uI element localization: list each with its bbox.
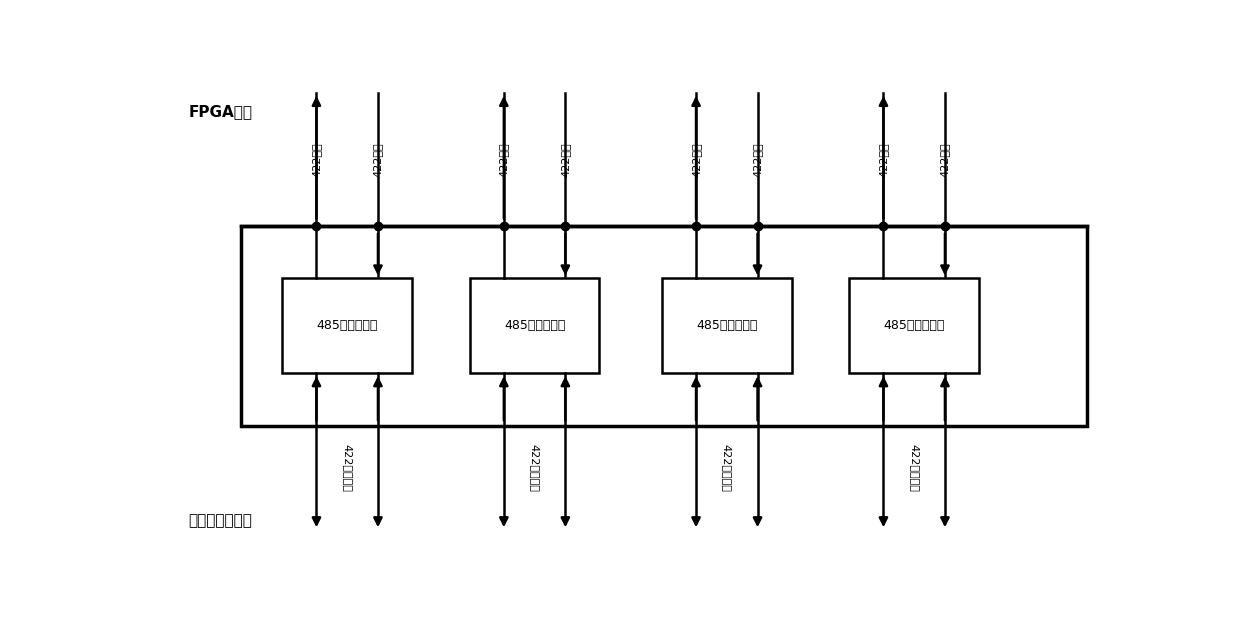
Bar: [242, 226, 1087, 426]
Text: 422发送: 422发送: [560, 143, 570, 177]
Text: 422发送信号: 422发送信号: [342, 444, 352, 492]
Text: 422发送: 422发送: [940, 143, 950, 177]
Text: 422接收: 422接收: [691, 143, 701, 177]
Text: 485双工驱动器: 485双工驱动器: [316, 320, 378, 333]
Text: 422发送信号: 422发送信号: [722, 444, 732, 492]
Text: 485双工驱动器: 485双工驱动器: [884, 320, 945, 333]
Text: 422接收: 422接收: [498, 143, 508, 177]
Text: 外连接器端信号: 外连接器端信号: [188, 513, 253, 528]
Text: 485双工驱动器: 485双工驱动器: [503, 320, 565, 333]
Bar: [662, 278, 791, 373]
Bar: [470, 278, 599, 373]
Text: 422接收: 422接收: [878, 143, 888, 177]
Text: 422发送: 422发送: [753, 143, 763, 177]
Text: FPGA信号: FPGA信号: [188, 104, 253, 120]
Text: 485双工驱动器: 485双工驱动器: [696, 320, 758, 333]
Text: 422发送信号: 422发送信号: [909, 444, 919, 492]
Text: 422接收: 422接收: [311, 143, 321, 177]
Bar: [283, 278, 412, 373]
Bar: [849, 278, 980, 373]
Text: 422发送: 422发送: [373, 143, 383, 177]
Text: 422发送信号: 422发送信号: [529, 444, 539, 492]
